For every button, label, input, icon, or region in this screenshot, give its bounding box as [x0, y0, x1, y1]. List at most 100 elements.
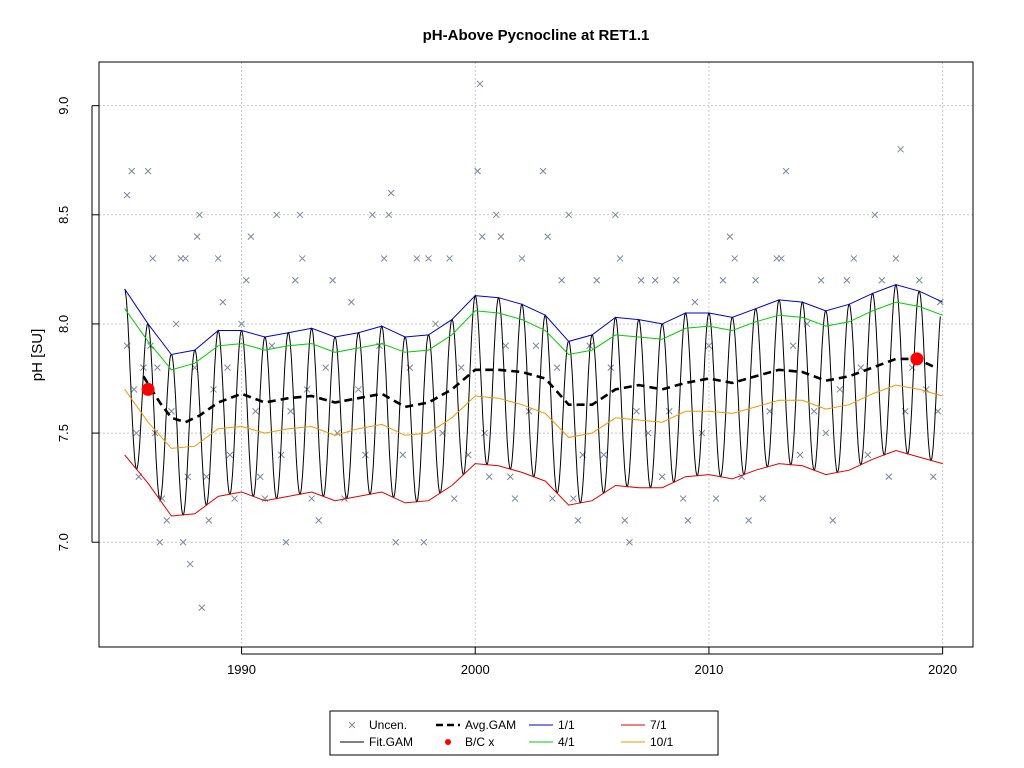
uncen-point [128, 167, 136, 175]
plot-frame [98, 61, 974, 648]
uncen-point [163, 517, 171, 524]
uncen-point [871, 211, 879, 219]
uncen-point [731, 255, 738, 262]
chart-title: pH-Above Pycnocline at RET1.1 [423, 27, 650, 44]
uncen-point [817, 276, 825, 284]
uncen-point [565, 211, 573, 219]
y-axis: 7.0 7.5 8.0 8.5 9.0 [56, 97, 99, 551]
x-tick-label: 1990 [227, 662, 256, 677]
uncen-point [789, 342, 797, 350]
y-axis-label: pH [SU] [29, 329, 46, 382]
uncen-point [355, 386, 362, 393]
series-1-1-line [124, 284, 943, 356]
uncen-point [329, 276, 337, 284]
uncen-point [385, 211, 393, 219]
uncen-point [179, 538, 187, 546]
legend-label-bc: B/C x [465, 735, 494, 749]
uncen-point [829, 517, 837, 524]
uncen-point [892, 255, 900, 262]
uncen-point [252, 407, 259, 415]
uncen-point [908, 364, 916, 371]
bc-point [910, 352, 924, 366]
uncen-point [570, 495, 577, 502]
uncen-point [651, 276, 659, 284]
legend: Uncen. Avg.GAM 1/1 7/1 Fit.GAM B/C x 4/1 10/1 [329, 710, 719, 756]
legend-label-fit: Fit.GAM [369, 735, 413, 749]
uncen-point [203, 473, 210, 481]
uncen-point [277, 451, 285, 459]
uncen-point [291, 276, 299, 284]
uncen-point [810, 407, 818, 415]
uncen-point [626, 538, 633, 546]
uncen-point [539, 167, 547, 175]
uncen-point [497, 233, 505, 240]
avg-gam-series [142, 357, 937, 424]
uncen-point [549, 495, 556, 502]
uncen-point [574, 517, 582, 524]
uncen-point [864, 451, 872, 459]
uncen-point [420, 538, 428, 546]
uncen-point [796, 451, 804, 459]
uncen-point [752, 276, 760, 284]
uncen-point [193, 233, 201, 240]
uncen-point [226, 451, 234, 459]
uncen-point [665, 407, 673, 415]
uncen-point [915, 276, 923, 284]
y-tick-label: 9.0 [56, 97, 71, 115]
uncen-point [621, 517, 629, 524]
uncen-point [857, 364, 865, 371]
uncen-point [214, 255, 222, 262]
uncen-point [450, 495, 458, 502]
x-tick-label: 2020 [928, 662, 957, 677]
uncen-point [726, 233, 734, 240]
uncen-point [348, 298, 355, 306]
uncen-point [679, 495, 687, 502]
uncen-point [843, 276, 851, 284]
uncen-point [224, 364, 231, 371]
uncen-point [144, 167, 152, 175]
uncen-point [600, 451, 608, 459]
legend-label-apr1: 4/1 [558, 735, 575, 749]
legend-box [329, 710, 719, 756]
uncen-point [712, 495, 720, 502]
legend-label-oct1: 10/1 [650, 735, 674, 749]
uncen-point [242, 276, 250, 284]
uncen-point [380, 255, 388, 262]
legend-swatch-uncen [348, 721, 356, 729]
uncen-point [186, 560, 194, 568]
uncen-point [476, 80, 484, 88]
uncen-point [446, 255, 453, 262]
y-tick-label: 7.0 [56, 533, 71, 551]
uncen-point [719, 276, 727, 284]
uncen-point [612, 211, 619, 219]
legend-label-jul1: 7/1 [650, 718, 667, 732]
uncen-point [558, 276, 566, 284]
bc-point [141, 382, 155, 396]
uncen-point [485, 473, 493, 481]
uncen-point [362, 451, 369, 459]
uncen-point [553, 364, 561, 371]
legend-swatch-bc [445, 739, 451, 745]
series-10-1-line [124, 384, 943, 449]
uncen-point [406, 364, 414, 371]
uncen-point [532, 342, 540, 350]
uncen-point [308, 495, 316, 502]
uncen-point [172, 320, 180, 328]
uncen-points [123, 80, 944, 612]
y-tick-label: 8.0 [56, 315, 71, 333]
uncen-point [934, 407, 942, 415]
bc-points [141, 352, 924, 396]
uncen-point [778, 255, 785, 262]
uncen-point [387, 189, 395, 197]
uncen-point [238, 320, 245, 328]
uncen-point [322, 364, 330, 371]
uncen-point [822, 429, 830, 437]
uncen-point [698, 429, 706, 437]
y-tick-label: 8.5 [56, 206, 71, 224]
uncen-point [298, 255, 306, 262]
uncen-point [268, 342, 276, 350]
legend-label-uncen: Uncen. [369, 718, 407, 732]
uncen-point [413, 255, 421, 262]
uncen-point [593, 276, 601, 284]
uncen-point [492, 211, 500, 219]
